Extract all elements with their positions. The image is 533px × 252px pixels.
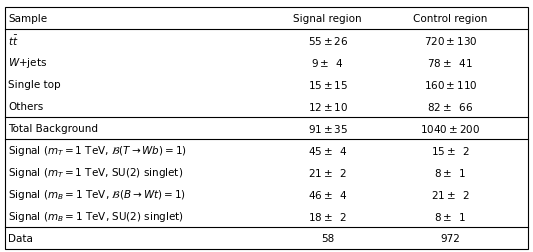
Text: Sample: Sample bbox=[8, 14, 47, 23]
Text: Signal ($m_T = 1$ TeV, $\mathcal{B}(T \rightarrow Wb) = 1$): Signal ($m_T = 1$ TeV, $\mathcal{B}(T \r… bbox=[8, 144, 187, 158]
Text: $21 \pm\;\; 2$: $21 \pm\;\; 2$ bbox=[308, 167, 348, 178]
Text: $55 \pm 26$: $55 \pm 26$ bbox=[308, 35, 348, 47]
Text: Total Background: Total Background bbox=[8, 123, 98, 134]
Text: $1040 \pm 200$: $1040 \pm 200$ bbox=[421, 122, 480, 135]
Text: Single top: Single top bbox=[8, 80, 61, 89]
Text: $160 \pm 110$: $160 \pm 110$ bbox=[424, 79, 477, 90]
Text: $12 \pm 10$: $12 \pm 10$ bbox=[308, 101, 348, 112]
Text: 58: 58 bbox=[321, 234, 334, 243]
Text: Signal region: Signal region bbox=[294, 14, 362, 23]
Text: Data: Data bbox=[8, 234, 33, 243]
Text: Signal ($m_B = 1$ TeV, SU(2) singlet): Signal ($m_B = 1$ TeV, SU(2) singlet) bbox=[8, 209, 184, 224]
Text: $78 \pm\;\; 41$: $78 \pm\;\; 41$ bbox=[427, 56, 473, 69]
Text: $8 \pm\;\; 1$: $8 \pm\;\; 1$ bbox=[434, 167, 467, 178]
Text: $45 \pm\;\; 4$: $45 \pm\;\; 4$ bbox=[308, 145, 348, 156]
Text: $91 \pm 35$: $91 \pm 35$ bbox=[308, 122, 348, 135]
Text: 972: 972 bbox=[440, 234, 461, 243]
Text: $46 \pm\;\; 4$: $46 \pm\;\; 4$ bbox=[308, 188, 348, 201]
Text: $21 \pm\;\; 2$: $21 \pm\;\; 2$ bbox=[431, 188, 470, 201]
Text: $15 \pm 15$: $15 \pm 15$ bbox=[308, 79, 348, 90]
Text: $15 \pm\;\; 2$: $15 \pm\;\; 2$ bbox=[431, 145, 470, 156]
Text: Signal ($m_T = 1$ TeV, SU(2) singlet): Signal ($m_T = 1$ TeV, SU(2) singlet) bbox=[8, 166, 183, 179]
Text: $9 \pm\;\; 4$: $9 \pm\;\; 4$ bbox=[311, 56, 344, 69]
Text: $82 \pm\;\; 66$: $82 \pm\;\; 66$ bbox=[427, 101, 473, 112]
Text: Others: Others bbox=[8, 102, 43, 111]
Text: $t\bar{t}$: $t\bar{t}$ bbox=[8, 34, 19, 48]
Text: Signal ($m_B = 1$ TeV, $\mathcal{B}(B \rightarrow Wt) = 1$): Signal ($m_B = 1$ TeV, $\mathcal{B}(B \r… bbox=[8, 187, 186, 201]
Text: $18 \pm\;\; 2$: $18 \pm\;\; 2$ bbox=[308, 210, 348, 223]
Text: $W$+jets: $W$+jets bbox=[8, 56, 47, 70]
Text: $8 \pm\;\; 1$: $8 \pm\;\; 1$ bbox=[434, 210, 467, 223]
Text: $720 \pm 130$: $720 \pm 130$ bbox=[424, 35, 477, 47]
Text: Control region: Control region bbox=[413, 14, 488, 23]
